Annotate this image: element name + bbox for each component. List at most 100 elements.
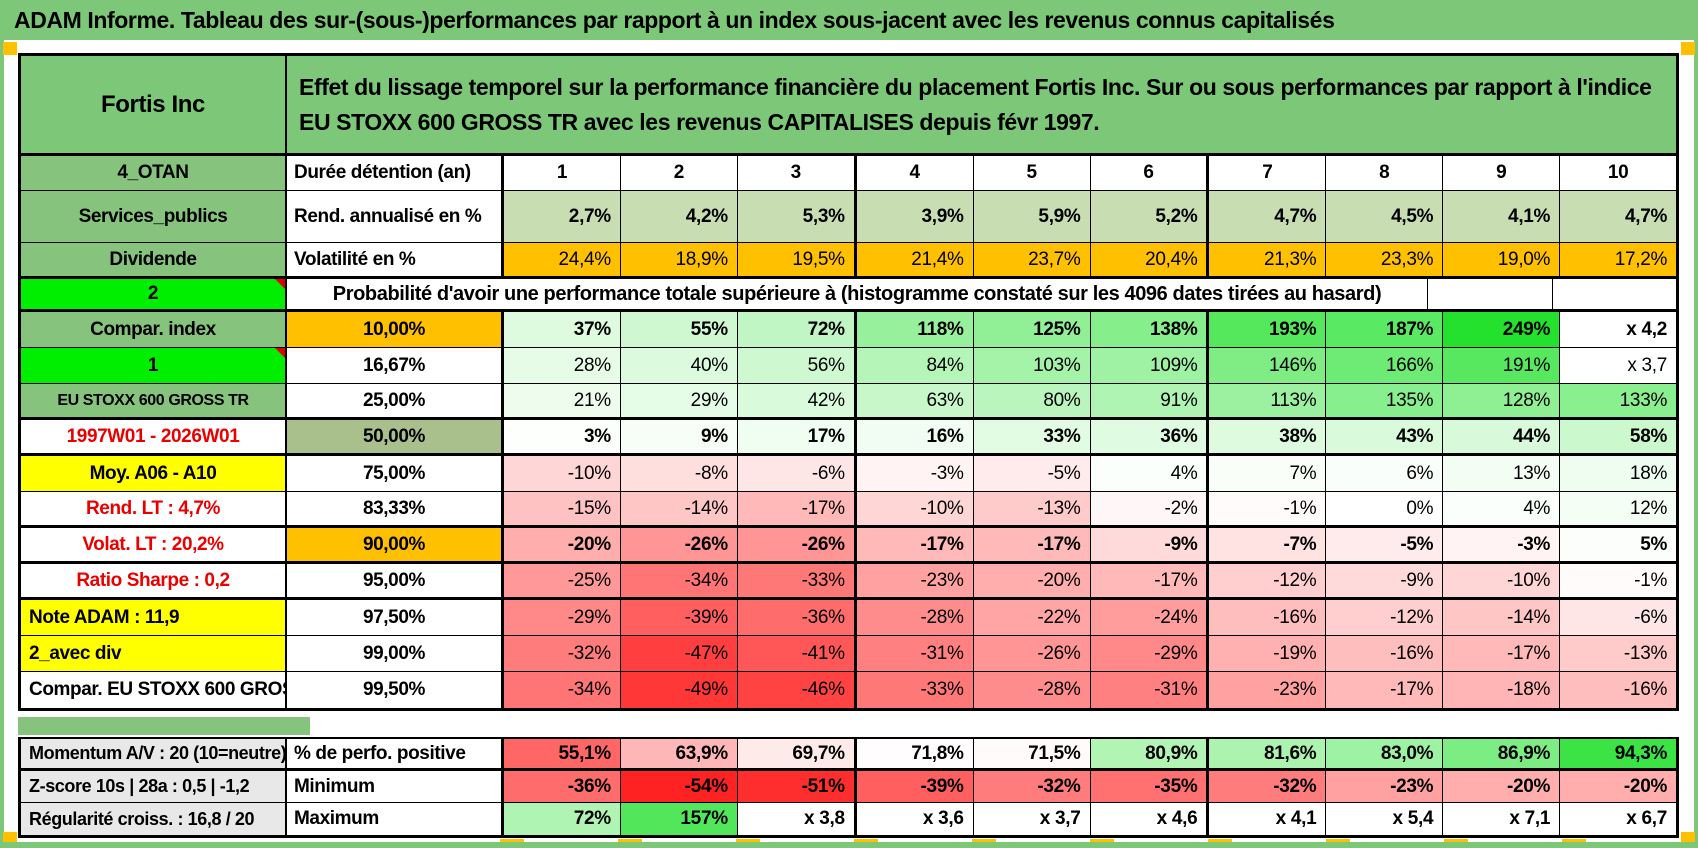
metric-cell[interactable]: 95,00% bbox=[287, 564, 504, 597]
value-cell[interactable]: -9% bbox=[1090, 528, 1210, 561]
value-cell[interactable]: -5% bbox=[973, 456, 1091, 491]
value-cell[interactable]: 118% bbox=[856, 312, 974, 347]
row-label-cell[interactable]: Services_publics bbox=[21, 191, 287, 242]
value-cell[interactable]: -32% bbox=[973, 771, 1091, 802]
value-cell[interactable]: -10% bbox=[856, 492, 974, 525]
value-cell[interactable]: x 4,1 bbox=[1209, 803, 1327, 835]
description-cell[interactable]: Effet du lissage temporel sur la perform… bbox=[287, 56, 1676, 153]
value-cell[interactable]: 4% bbox=[1443, 492, 1561, 525]
value-cell[interactable]: -49% bbox=[620, 672, 738, 708]
value-cell[interactable]: -5% bbox=[1326, 528, 1444, 561]
value-cell[interactable]: 86,9% bbox=[1443, 739, 1561, 768]
value-cell[interactable]: -51% bbox=[737, 771, 857, 802]
value-cell[interactable]: -24% bbox=[1090, 600, 1210, 635]
value-cell[interactable]: -36% bbox=[504, 771, 621, 802]
row-label-cell[interactable]: Compar. EU STOXX 600 GROSS TR bbox=[21, 672, 287, 708]
value-cell[interactable]: 5,3% bbox=[737, 191, 857, 242]
value-cell[interactable]: -23% bbox=[1209, 672, 1327, 708]
value-cell[interactable]: 43% bbox=[1326, 420, 1444, 453]
value-cell[interactable]: 91% bbox=[1090, 384, 1210, 417]
value-cell[interactable]: -17% bbox=[1443, 636, 1561, 671]
row-label-cell[interactable]: 1997W01 - 2026W01 bbox=[21, 420, 287, 453]
value-cell[interactable]: 19,0% bbox=[1443, 243, 1561, 276]
value-cell[interactable]: -29% bbox=[504, 600, 621, 635]
value-cell[interactable]: -8% bbox=[620, 456, 738, 491]
value-cell[interactable]: -26% bbox=[973, 636, 1091, 671]
row-label-cell[interactable]: 4_OTAN bbox=[21, 156, 287, 190]
value-cell[interactable]: 166% bbox=[1326, 348, 1444, 383]
value-cell[interactable]: 8 bbox=[1326, 156, 1444, 190]
value-cell[interactable]: 3,9% bbox=[856, 191, 974, 242]
value-cell[interactable]: -23% bbox=[1326, 771, 1444, 802]
value-cell[interactable]: 3% bbox=[504, 420, 621, 453]
value-cell[interactable]: -17% bbox=[856, 528, 974, 561]
value-cell[interactable]: -14% bbox=[620, 492, 738, 525]
value-cell[interactable]: 33% bbox=[973, 420, 1091, 453]
value-cell[interactable]: 72% bbox=[737, 312, 857, 347]
value-cell[interactable]: -3% bbox=[1443, 528, 1561, 561]
value-cell[interactable]: 5,9% bbox=[973, 191, 1091, 242]
value-cell[interactable]: -12% bbox=[1209, 564, 1327, 597]
value-cell[interactable]: -20% bbox=[973, 564, 1091, 597]
value-cell[interactable]: 6 bbox=[1090, 156, 1210, 190]
row-label-cell[interactable]: Dividende bbox=[21, 243, 287, 276]
value-cell[interactable]: x 5,4 bbox=[1326, 803, 1444, 835]
value-cell[interactable]: -2% bbox=[1090, 492, 1210, 525]
value-cell[interactable]: 138% bbox=[1090, 312, 1210, 347]
value-cell[interactable]: 4,1% bbox=[1443, 191, 1561, 242]
row-label-cell[interactable]: 1 bbox=[21, 348, 287, 383]
value-cell[interactable]: 63% bbox=[856, 384, 974, 417]
value-cell[interactable]: 71,8% bbox=[856, 739, 974, 768]
value-cell[interactable]: 80,9% bbox=[1090, 739, 1210, 768]
value-cell[interactable]: 113% bbox=[1209, 384, 1327, 417]
row-label-cell[interactable]: Note ADAM : 11,9 bbox=[21, 600, 287, 635]
value-cell[interactable]: -17% bbox=[1090, 564, 1210, 597]
value-cell[interactable]: -46% bbox=[737, 672, 857, 708]
value-cell[interactable]: -3% bbox=[856, 456, 974, 491]
value-cell[interactable]: -20% bbox=[504, 528, 621, 561]
value-cell[interactable]: 55% bbox=[620, 312, 738, 347]
value-cell[interactable]: 84% bbox=[856, 348, 974, 383]
value-cell[interactable]: -15% bbox=[504, 492, 621, 525]
value-cell[interactable]: 3 bbox=[737, 156, 857, 190]
value-cell[interactable]: -39% bbox=[620, 600, 738, 635]
value-cell[interactable]: 72% bbox=[504, 803, 621, 835]
value-cell[interactable]: 63,9% bbox=[620, 739, 738, 768]
value-cell[interactable]: -20% bbox=[1443, 771, 1561, 802]
value-cell[interactable]: -29% bbox=[1090, 636, 1210, 671]
value-cell[interactable]: -1% bbox=[1209, 492, 1327, 525]
metric-cell[interactable]: 50,00% bbox=[287, 420, 504, 453]
value-cell[interactable]: -6% bbox=[737, 456, 857, 491]
value-cell[interactable]: 4 bbox=[856, 156, 974, 190]
value-cell[interactable]: x 4,6 bbox=[1090, 803, 1210, 835]
value-cell[interactable]: -36% bbox=[737, 600, 857, 635]
metric-cell[interactable]: 25,00% bbox=[287, 384, 504, 417]
value-cell[interactable]: 37% bbox=[504, 312, 621, 347]
value-cell[interactable]: -16% bbox=[1209, 600, 1327, 635]
row-label-cell[interactable]: Régularité croiss. : 16,8 / 20 bbox=[21, 803, 287, 835]
value-cell[interactable]: 4,2% bbox=[620, 191, 738, 242]
value-cell[interactable]: -17% bbox=[973, 528, 1091, 561]
value-cell[interactable]: 249% bbox=[1443, 312, 1561, 347]
value-cell[interactable]: 21,4% bbox=[856, 243, 974, 276]
value-cell[interactable]: x 4,2 bbox=[1560, 312, 1677, 347]
empty-cell[interactable] bbox=[1428, 279, 1553, 309]
value-cell[interactable]: -31% bbox=[856, 636, 974, 671]
value-cell[interactable]: 2 bbox=[620, 156, 738, 190]
value-cell[interactable]: x 3,7 bbox=[973, 803, 1091, 835]
value-cell[interactable]: 10 bbox=[1560, 156, 1677, 190]
value-cell[interactable]: -28% bbox=[856, 600, 974, 635]
value-cell[interactable]: -28% bbox=[973, 672, 1091, 708]
row-label-cell[interactable]: Volat. LT : 20,2% bbox=[21, 528, 287, 561]
metric-cell[interactable]: Durée détention (an) bbox=[287, 156, 504, 190]
value-cell[interactable]: 23,7% bbox=[973, 243, 1091, 276]
value-cell[interactable]: -16% bbox=[1326, 636, 1444, 671]
row-label-cell[interactable]: 2 bbox=[21, 279, 287, 309]
value-cell[interactable]: -12% bbox=[1326, 600, 1444, 635]
value-cell[interactable]: -31% bbox=[1090, 672, 1210, 708]
value-cell[interactable]: 13% bbox=[1443, 456, 1561, 491]
row-label-cell[interactable]: EU STOXX 600 GROSS TR bbox=[21, 384, 287, 417]
value-cell[interactable]: -33% bbox=[737, 564, 857, 597]
value-cell[interactable]: 191% bbox=[1443, 348, 1561, 383]
value-cell[interactable]: 18% bbox=[1560, 456, 1677, 491]
